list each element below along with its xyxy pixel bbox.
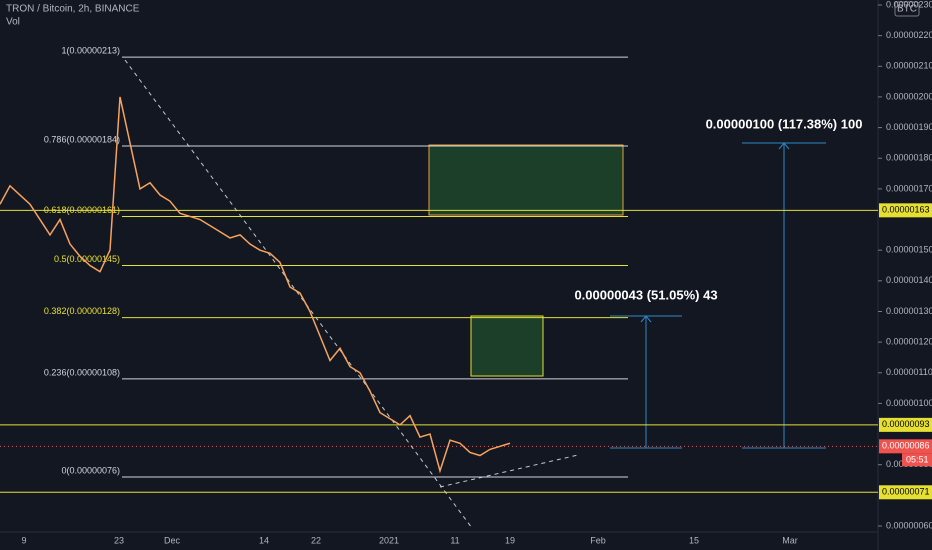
measure-label: 0.00000100 (117.38%) 100: [706, 116, 863, 131]
time-label: Dec: [164, 535, 181, 545]
measure-arrow: [610, 142, 826, 449]
price-label: 0.00000220: [886, 30, 932, 40]
price-label: 0.00000100: [886, 398, 932, 408]
price-label: 0.00000170: [886, 183, 932, 193]
price-label: 0.00000060: [886, 520, 932, 530]
price-marker: [879, 203, 932, 218]
time-label: 22: [311, 535, 321, 545]
price-label: 0.00000210: [886, 61, 932, 71]
price-label: 0.00000180: [886, 153, 932, 163]
price-marker: [879, 417, 932, 432]
currency-label: BTC: [897, 4, 917, 15]
currency-badge[interactable]: [894, 1, 920, 17]
price-label: 0.00000120: [886, 336, 932, 346]
time-label: 9: [21, 535, 26, 545]
price-marker-label: 0.00000163: [882, 205, 930, 215]
price-marker-label: 0.00000071: [882, 487, 930, 497]
price-label: 0.00000110: [886, 367, 932, 377]
price-label: 0.00000130: [886, 306, 932, 316]
volume-label: Vol: [6, 17, 20, 28]
fib-label: 0.5(0.00000145): [54, 254, 120, 264]
time-label: 19: [505, 535, 515, 545]
target-box: [428, 144, 624, 216]
measure-label: 0.00000043 (51.05%) 43: [574, 287, 717, 302]
target-box: [470, 315, 544, 377]
symbol-title: TRON / Bitcoin, 2h, BINANCE: [6, 4, 140, 15]
time-label: 15: [689, 535, 699, 545]
trend-line: [124, 59, 473, 529]
time-label: 2021: [379, 535, 399, 545]
price-marker-label: 0.00000086: [882, 441, 930, 451]
time-label: Mar: [782, 535, 798, 545]
price-label: 0.00000190: [886, 122, 932, 132]
fib-label: 0.236(0.00000108): [44, 367, 120, 377]
price-marker: [879, 485, 932, 500]
fib-label: 0(0.00000076): [61, 465, 120, 475]
time-label: 23: [114, 535, 124, 545]
price-line: [0, 96, 511, 474]
price-label: 0.00000230: [886, 0, 932, 9]
time-label: 14: [259, 535, 269, 545]
fib-label: 1(0.00000213): [61, 45, 120, 55]
countdown-box: [902, 453, 932, 467]
price-label: 0.00000200: [886, 91, 932, 101]
price-label: 0.00000150: [886, 245, 932, 255]
countdown: 05:51: [906, 455, 929, 465]
time-label: Feb: [590, 535, 606, 545]
price-label: 0.00000140: [886, 275, 932, 285]
fib-label: 0.382(0.00000128): [44, 306, 120, 316]
time-label: 11: [450, 535, 459, 545]
price-marker-label: 0.00000093: [882, 419, 930, 429]
fib-label: 0.786(0.00000184): [44, 134, 120, 144]
price-marker: [879, 439, 932, 454]
